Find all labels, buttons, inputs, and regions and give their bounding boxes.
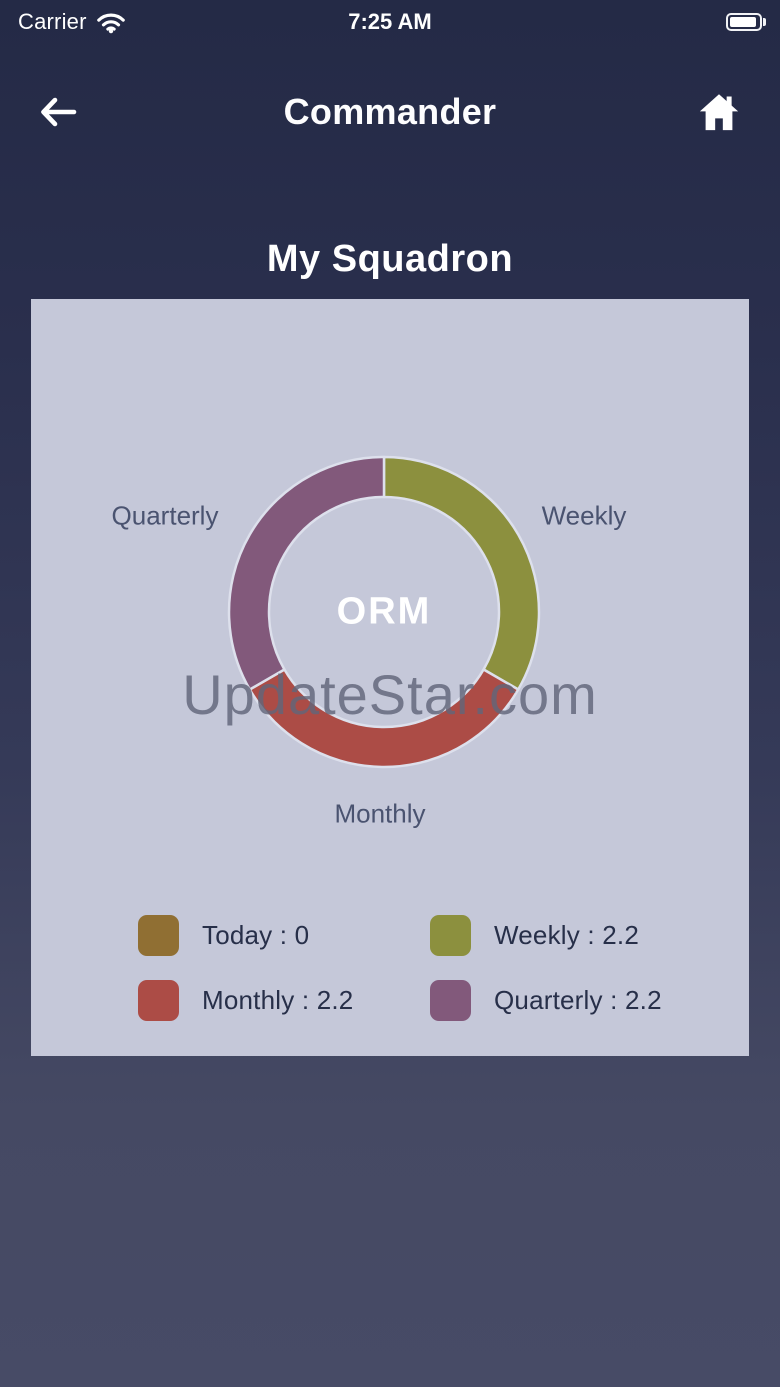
legend-item: Today : 0 — [138, 915, 430, 956]
battery-fill — [730, 17, 756, 27]
home-icon — [699, 94, 739, 131]
carrier-group: Carrier — [18, 9, 126, 35]
status-bar: Carrier 7:25 AM — [0, 0, 780, 44]
legend-swatch — [138, 915, 179, 956]
legend-label: Weekly : 2.2 — [494, 920, 639, 950]
donut-slice-quarterly — [227, 455, 386, 691]
battery-nub — [763, 18, 766, 26]
legend-label: Monthly : 2.2 — [202, 985, 354, 1015]
page-title: Commander — [283, 91, 497, 132]
chart-center-label: ORM — [336, 590, 432, 633]
donut-slice-weekly — [382, 455, 541, 691]
legend-swatch — [430, 980, 471, 1021]
legend-label: Quarterly : 2.2 — [494, 985, 662, 1015]
donut-slice-monthly — [248, 668, 520, 769]
section-heading: My Squadron — [266, 238, 514, 280]
slice-label-monthly: Monthly — [334, 798, 426, 829]
wifi-icon — [96, 13, 125, 33]
slice-label-weekly: Weekly — [541, 500, 627, 531]
home-button[interactable] — [692, 86, 746, 138]
legend-swatch — [430, 915, 471, 956]
legend-item: Weekly : 2.2 — [430, 915, 722, 956]
legend: Today : 0 Weekly : 2.2 Monthly : 2.2 Quarte… — [138, 915, 722, 1021]
donut-chart — [227, 455, 541, 769]
battery-icon — [726, 13, 766, 31]
legend-item: Quarterly : 2.2 — [430, 980, 722, 1021]
legend-label: Today : 0 — [202, 920, 310, 950]
legend-swatch — [138, 980, 179, 1021]
nav-bar: Commander — [0, 84, 780, 140]
back-button[interactable] — [34, 90, 82, 134]
status-time: 7:25 AM — [348, 9, 432, 34]
legend-item: Monthly : 2.2 — [138, 980, 430, 1021]
slice-label-quarterly: Quarterly — [111, 500, 219, 531]
carrier-label: Carrier — [18, 9, 87, 34]
back-arrow-icon — [41, 97, 77, 127]
chart-card: ORM Quarterly Weekly Monthly Today : 0 We… — [31, 299, 749, 1056]
